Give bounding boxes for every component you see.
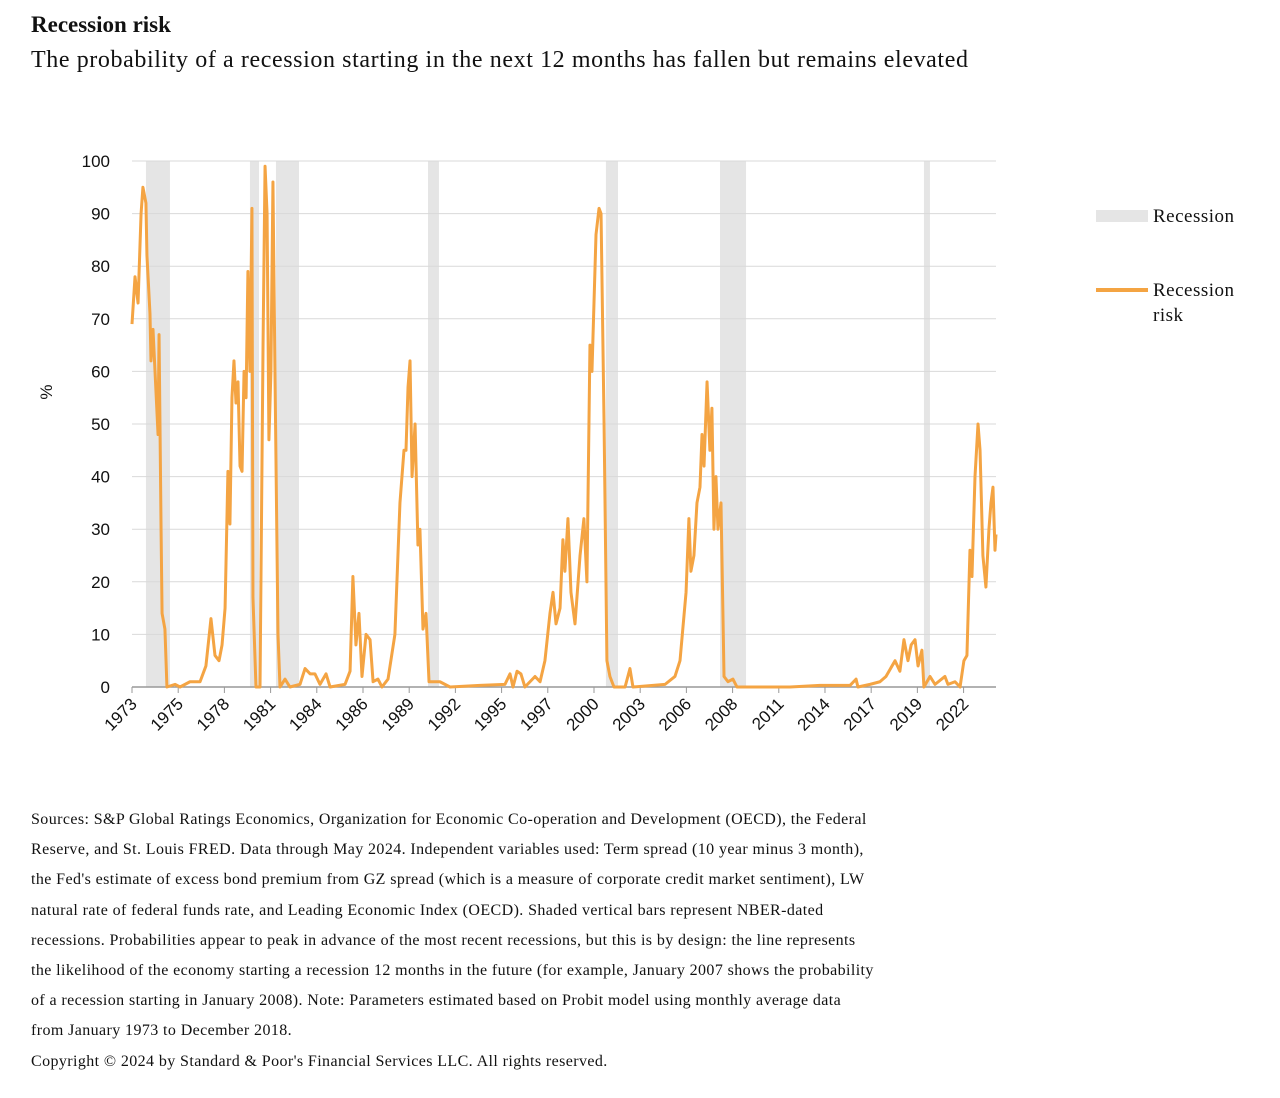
x-tick-label: 1975	[147, 694, 187, 734]
legend-swatch	[1096, 288, 1148, 292]
y-tick-label: 100	[82, 152, 110, 171]
footnote-line: natural rate of federal funds rate, and …	[31, 901, 824, 919]
y-tick-label: 50	[91, 415, 110, 434]
x-tick-label: 1992	[424, 694, 464, 734]
chart: % 0 10 20 30 40 50 60 70 80 90 100 1973 1975 1978 1981…	[37, 152, 998, 735]
legend-item: Recession risk	[1096, 278, 1263, 328]
chart-subtitle: The probability of a recession starting …	[31, 47, 969, 73]
y-tick-label: 70	[91, 310, 110, 329]
x-tick-label: 2017	[840, 694, 880, 734]
footnote-line: the Fed's estimate of excess bond premiu…	[31, 871, 865, 889]
x-tick-label: 1997	[516, 694, 556, 734]
x-tick-label: 2000	[563, 694, 603, 734]
x-tick-label: 1989	[378, 694, 418, 734]
x-tick-label: 2014	[794, 694, 834, 734]
x-tick-label: 2022	[932, 694, 972, 734]
y-tick-label: 40	[91, 468, 110, 487]
footnote-line: recessions. Probabilities appear to peak…	[31, 931, 856, 949]
footnote-line: the likelihood of the economy starting a…	[31, 962, 874, 980]
y-tick-label: 60	[91, 362, 110, 381]
x-tick-label: 2011	[748, 694, 787, 733]
chart-title: Recession risk	[31, 12, 171, 37]
x-tick-label: 2008	[701, 694, 741, 734]
x-tick-label: 2019	[886, 694, 926, 734]
y-tick-label: 20	[91, 573, 110, 592]
footnote-line: Reserve, and St. Louis FRED. Data throug…	[31, 841, 864, 859]
x-tick-label: 1995	[470, 694, 510, 734]
x-tick-label: 1978	[193, 694, 233, 734]
y-tick-label: 30	[91, 520, 110, 539]
x-tick-label: 2006	[655, 694, 695, 734]
footnote-line: from January 1973 to December 2018.	[31, 1022, 293, 1040]
x-tick-label: 1981	[239, 694, 279, 734]
y-tick-label: 10	[91, 625, 110, 644]
legend-label: Recession risk	[1153, 280, 1235, 326]
legend-label: Recession	[1153, 206, 1235, 227]
y-tick-label: 90	[91, 205, 110, 224]
footnotes: Sources: S&P Global Ratings Economics, O…	[31, 805, 1121, 1077]
x-tick-label: 2003	[609, 694, 649, 734]
x-tick-label: 1973	[101, 694, 141, 734]
y-tick-label: 0	[101, 678, 110, 697]
x-tick-label: 1986	[332, 694, 372, 734]
y-axis-label: %	[37, 384, 56, 399]
footnote-line: Sources: S&P Global Ratings Economics, O…	[31, 811, 867, 828]
data-line	[130, 164, 998, 689]
y-tick-label: 80	[91, 257, 110, 276]
x-tick-label: 1984	[285, 694, 325, 734]
legend-item: Recession	[1096, 204, 1263, 229]
footnote-line: of a recession starting in January 2008)…	[31, 992, 842, 1010]
legend-swatch	[1096, 210, 1148, 222]
copyright: Copyright © 2024 by Standard & Poor's Fi…	[31, 1052, 608, 1070]
